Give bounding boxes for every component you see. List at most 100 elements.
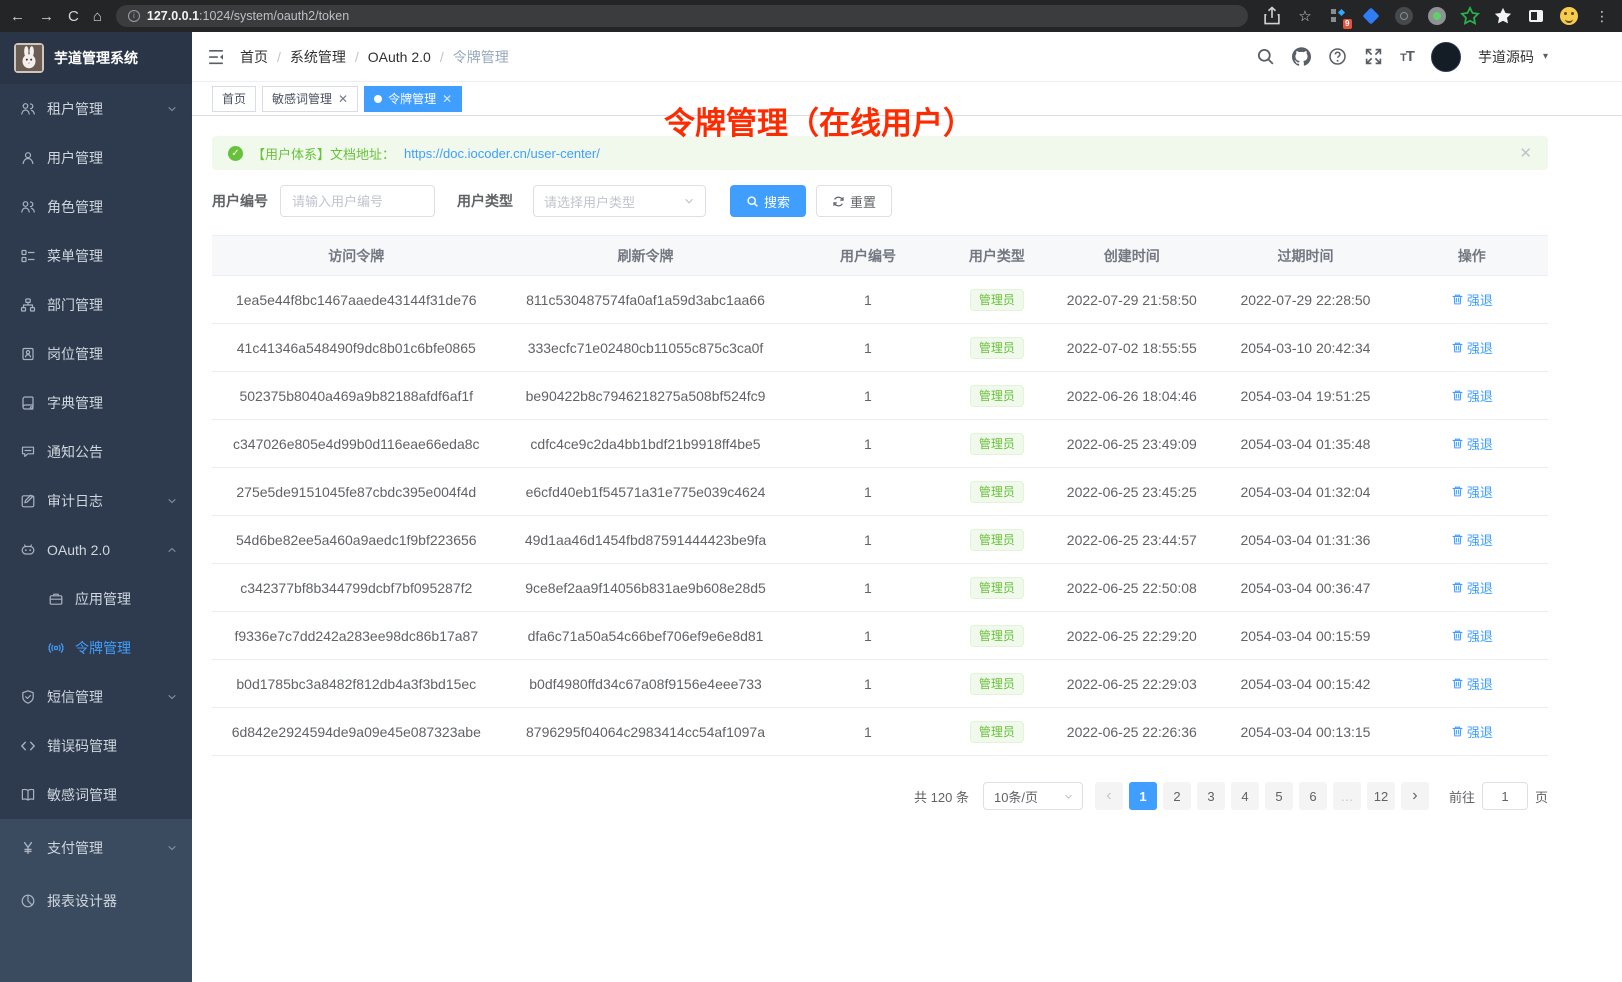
extension-grid-icon[interactable]: 9: [1328, 6, 1348, 26]
sidebar-item-短信管理[interactable]: 短信管理: [0, 672, 192, 721]
breadcrumb-item[interactable]: OAuth 2.0: [368, 49, 431, 65]
prev-page-button[interactable]: ‹: [1095, 782, 1123, 810]
reset-button[interactable]: 重置: [816, 185, 892, 217]
sidebar-item-审计日志[interactable]: 审计日志: [0, 476, 192, 525]
gem-extension-icon[interactable]: [1361, 6, 1381, 26]
goto-page-input[interactable]: [1482, 782, 1528, 810]
green-star-extension-icon[interactable]: [1460, 6, 1480, 26]
refresh-token-cell: 811c530487574fa0af1a59d3abc1aa66: [501, 276, 791, 324]
help-icon[interactable]: [1328, 47, 1347, 66]
force-logout-button[interactable]: 强退: [1451, 434, 1493, 453]
user-avatar[interactable]: [1431, 42, 1461, 72]
expire-time-cell: 2054-03-04 01:31:36: [1215, 516, 1395, 564]
white-star-extension-icon[interactable]: [1493, 6, 1513, 26]
post-icon: [20, 346, 36, 362]
created-time-cell: 2022-06-25 22:29:03: [1048, 660, 1215, 708]
sidebar-collapse-icon[interactable]: [206, 47, 226, 67]
sidebar-item-报表设计器[interactable]: 报表设计器: [0, 874, 192, 927]
alert-close-icon[interactable]: ✕: [1519, 144, 1532, 162]
app-logo-row[interactable]: 芋道管理系统: [0, 32, 192, 84]
sidebar-item-敏感词管理[interactable]: 敏感词管理: [0, 770, 192, 819]
address-bar[interactable]: i 127.0.0.1:1024/system/oauth2/token: [116, 5, 1248, 27]
user-type-badge: 管理员: [970, 481, 1024, 503]
user-id-cell: 1: [790, 276, 945, 324]
action-cell: 强退: [1396, 516, 1548, 564]
browser-back-icon[interactable]: ←: [10, 9, 25, 24]
navbar-actions: TT 芋道源码 ▾: [1256, 42, 1548, 72]
sidebar-toggle-icon[interactable]: [1526, 6, 1546, 26]
sidebar-menu-bottom: 支付管理报表设计器: [0, 819, 192, 982]
chevron-down-icon: [166, 691, 178, 703]
force-logout-button[interactable]: 强退: [1451, 626, 1493, 645]
force-logout-button[interactable]: 强退: [1451, 482, 1493, 501]
profile-avatar-icon[interactable]: [1559, 6, 1579, 26]
sidebar-item-岗位管理[interactable]: 岗位管理: [0, 329, 192, 378]
sidebar-item-应用管理[interactable]: 应用管理: [0, 574, 192, 623]
search-button[interactable]: 搜索: [730, 185, 806, 217]
sidebar-item-角色管理[interactable]: 角色管理: [0, 182, 192, 231]
user-type-select[interactable]: 请选择用户类型: [533, 185, 706, 217]
fullscreen-icon[interactable]: [1364, 47, 1383, 66]
user-name[interactable]: 芋道源码: [1478, 47, 1534, 67]
tab-令牌管理[interactable]: 令牌管理✕: [364, 86, 462, 112]
sidebar-item-令牌管理[interactable]: 令牌管理: [0, 623, 192, 672]
force-logout-button[interactable]: 强退: [1451, 338, 1493, 357]
refresh-token-cell: be90422b8c7946218275a508bf524fc9: [501, 372, 791, 420]
tab-首页[interactable]: 首页: [212, 86, 256, 112]
sidebar-item-用户管理[interactable]: 用户管理: [0, 133, 192, 182]
page-button-12[interactable]: 12: [1367, 782, 1395, 810]
share-icon[interactable]: [1262, 6, 1282, 26]
force-logout-button[interactable]: 强退: [1451, 386, 1493, 405]
bookmark-star-icon[interactable]: ☆: [1295, 6, 1315, 26]
force-logout-button[interactable]: 强退: [1451, 530, 1493, 549]
sidebar-item-OAuth 2.0[interactable]: OAuth 2.0: [0, 525, 192, 574]
doc-link[interactable]: https://doc.iocoder.cn/user-center/: [404, 146, 600, 161]
page-size-value: 10条/页: [994, 787, 1038, 806]
tab-close-icon[interactable]: ✕: [338, 93, 348, 105]
force-logout-button[interactable]: 强退: [1451, 290, 1493, 309]
sidebar-item-部门管理[interactable]: 部门管理: [0, 280, 192, 329]
column-header-操作: 操作: [1396, 236, 1548, 276]
sidebar-item-通知公告[interactable]: 通知公告: [0, 427, 192, 476]
refresh-token-cell: 333ecfc71e02480cb11055c875c3ca0f: [501, 324, 791, 372]
page-button-6[interactable]: 6: [1299, 782, 1327, 810]
browser-home-icon[interactable]: ⌂: [93, 9, 102, 24]
dark-circle-extension-icon[interactable]: [1394, 6, 1414, 26]
sidebar-item-支付管理[interactable]: 支付管理: [0, 821, 192, 874]
force-logout-button[interactable]: 强退: [1451, 674, 1493, 693]
browser-forward-icon[interactable]: →: [39, 9, 54, 24]
recorder-extension-icon[interactable]: [1427, 6, 1447, 26]
user-id-input[interactable]: [280, 185, 435, 217]
page-button-5[interactable]: 5: [1265, 782, 1293, 810]
force-logout-button[interactable]: 强退: [1451, 578, 1493, 597]
user-menu-caret-icon[interactable]: ▾: [1543, 51, 1548, 62]
page-button-1[interactable]: 1: [1129, 782, 1157, 810]
sidebar-item-租户管理[interactable]: 租户管理: [0, 84, 192, 133]
page-button-2[interactable]: 2: [1163, 782, 1191, 810]
sidebar-item-字典管理[interactable]: 字典管理: [0, 378, 192, 427]
breadcrumb-item[interactable]: 首页: [240, 47, 268, 67]
site-info-icon[interactable]: i: [128, 10, 140, 22]
created-time-cell: 2022-07-02 18:55:55: [1048, 324, 1215, 372]
breadcrumb-item[interactable]: 系统管理: [290, 47, 346, 67]
tab-敏感词管理[interactable]: 敏感词管理✕: [262, 86, 358, 112]
browser-reload-icon[interactable]: C: [68, 9, 79, 24]
page-button-3[interactable]: 3: [1197, 782, 1225, 810]
sidebar-item-错误码管理[interactable]: 错误码管理: [0, 721, 192, 770]
github-icon[interactable]: [1292, 47, 1311, 66]
tab-label: 首页: [222, 90, 246, 107]
expire-time-cell: 2054-03-04 19:51:25: [1215, 372, 1395, 420]
browser-menu-icon[interactable]: ⋮: [1592, 6, 1612, 26]
sidebar-item-菜单管理[interactable]: 菜单管理: [0, 231, 192, 280]
browser-actions: ☆ 9 ⋮: [1262, 6, 1612, 26]
search-icon[interactable]: [1256, 47, 1275, 66]
roles-icon: [20, 199, 36, 215]
page-button-4[interactable]: 4: [1231, 782, 1259, 810]
chevron-down-icon: [683, 195, 695, 207]
force-logout-button[interactable]: 强退: [1451, 722, 1493, 741]
page-size-select[interactable]: 10条/页: [983, 782, 1083, 810]
tab-close-icon[interactable]: ✕: [442, 93, 452, 105]
font-size-icon[interactable]: TT: [1400, 48, 1414, 65]
force-logout-label: 强退: [1467, 482, 1493, 501]
next-page-button[interactable]: ›: [1401, 782, 1429, 810]
